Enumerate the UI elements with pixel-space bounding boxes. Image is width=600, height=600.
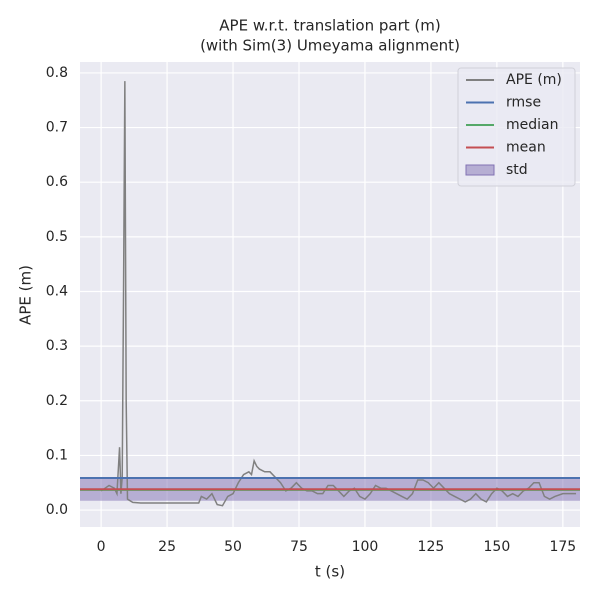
y-tick-label: 0.5 [46, 229, 68, 245]
y-axis-label: APE (m) [17, 265, 35, 325]
ape-line [100, 81, 577, 507]
x-tick-label: 75 [290, 539, 308, 555]
x-tick-label: 100 [352, 539, 379, 555]
y-tick-label: 0.0 [46, 502, 68, 518]
x-tick-label: 125 [418, 539, 445, 555]
legend-label: median [506, 117, 558, 133]
y-tick-label: 0.1 [46, 447, 68, 463]
y-tick-label: 0.3 [46, 338, 68, 354]
y-tick-label: 0.4 [46, 283, 68, 299]
chart-title: APE w.r.t. translation part (m) [219, 17, 440, 35]
legend-swatch [465, 164, 495, 176]
x-axis-label: t (s) [315, 563, 345, 581]
y-tick-label: 0.7 [46, 120, 68, 136]
y-tick-label: 0.8 [46, 65, 68, 81]
legend-label: APE (m) [506, 72, 562, 88]
legend-label: mean [506, 140, 546, 156]
legend-box [457, 67, 576, 187]
legend-label: std [506, 162, 528, 178]
x-tick-label: 50 [224, 539, 242, 555]
x-tick-label: 150 [484, 539, 511, 555]
x-tick-label: 175 [549, 539, 576, 555]
legend-label: rmse [506, 95, 541, 111]
chart-subtitle: (with Sim(3) Umeyama alignment) [200, 37, 460, 55]
y-tick-label: 0.6 [46, 174, 68, 190]
x-tick-label: 25 [158, 539, 176, 555]
y-tick-label: 0.2 [46, 393, 68, 409]
x-tick-label: 0 [97, 539, 106, 555]
